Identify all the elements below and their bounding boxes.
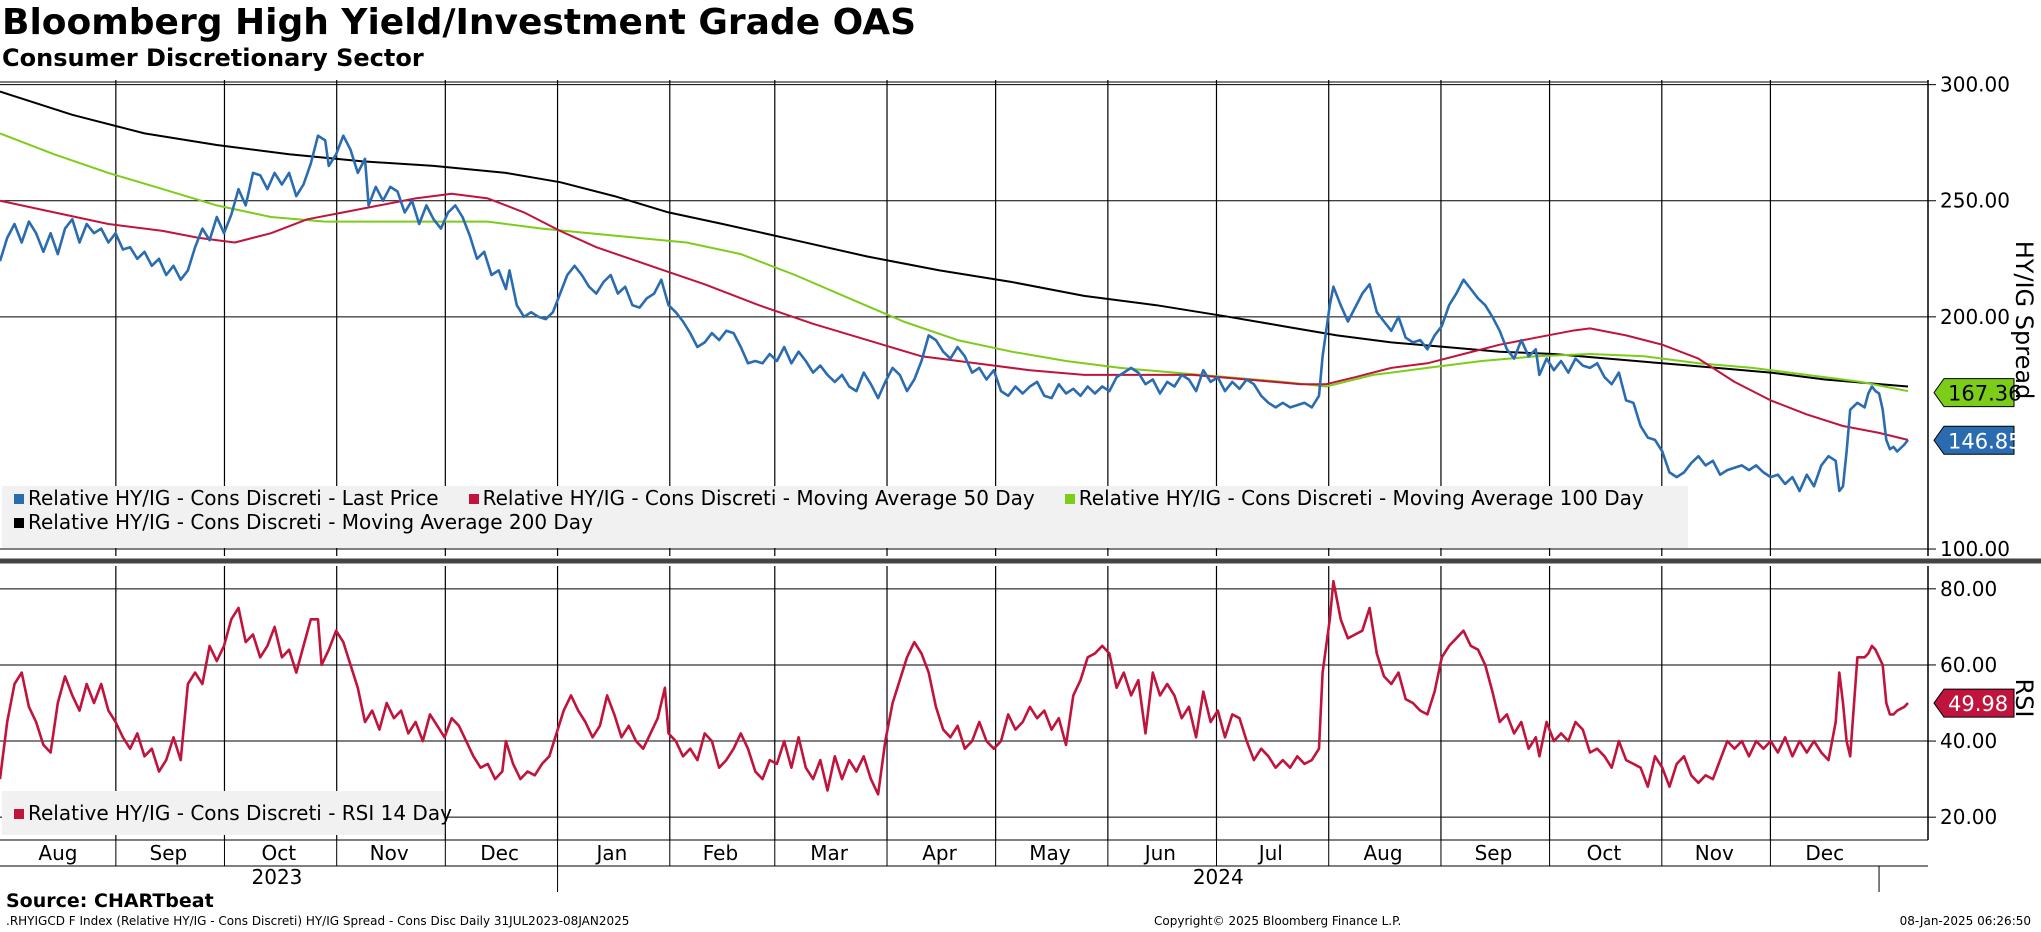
legend-top: Relative HY/IG - Cons Discreti - Last Pr… (2, 486, 1688, 548)
axis-layer: Aug Sep Oct Nov Dec Jan Feb Mar Apr May Jun Jul Aug S… (0, 73, 2041, 892)
legend-label: Relative HY/IG - Cons Discreti - Moving … (1078, 486, 1644, 510)
x-tick-label: Dec (1805, 841, 1844, 865)
y-axis-label-rsi: RSI (2010, 679, 2038, 718)
chart-title: Bloomberg High Yield/Investment Grade OA… (2, 2, 917, 43)
y-tick-label: 20.00 (1940, 805, 1997, 829)
legend-label: Relative HY/IG - Cons Discreti - RSI 14 … (28, 801, 452, 825)
x-tick-label: Jan (594, 841, 627, 865)
series-line (0, 132, 1909, 393)
y-axis-label-spread: HY/IG Spread (2010, 241, 2038, 400)
legend-item-rsi: Relative HY/IG - Cons Discreti - RSI 14 … (2, 791, 452, 835)
x-tick-label: Oct (1587, 841, 1622, 865)
legend-item-ma50: Relative HY/IG - Cons Discreti - Moving … (457, 486, 1035, 510)
x-tick-label: Jul (1257, 841, 1283, 865)
legend-item-ma200: Relative HY/IG - Cons Discreti - Moving … (2, 510, 593, 534)
legend-item-last-price: Relative HY/IG - Cons Discreti - Last Pr… (2, 486, 439, 510)
series-line (0, 134, 1910, 493)
x-tick-label: Sep (150, 841, 188, 865)
chart-subtitle: Consumer Discretionary Sector (2, 44, 424, 72)
y-tick-label: 200.00 (1940, 305, 2010, 329)
ticker-description: .RHYIGCD F Index (Relative HY/IG - Cons … (6, 914, 630, 928)
value-label: 167.36 (1948, 382, 2021, 406)
y-tick-label: 100.00 (1940, 537, 2010, 561)
legend-label: Relative HY/IG - Cons Discreti - Last Pr… (28, 486, 439, 510)
value-label-box (1933, 425, 2015, 455)
y-tick-label: 250.00 (1940, 189, 2010, 213)
x-tick-label: Dec (480, 841, 519, 865)
source-note: Source: CHARTbeat (6, 890, 214, 912)
legend-item-ma100: Relative HY/IG - Cons Discreti - Moving … (1053, 486, 1644, 510)
y-tick-label: 60.00 (1940, 653, 1997, 677)
grid-layer (0, 80, 1928, 840)
y-tick-label: 80.00 (1940, 577, 1997, 601)
series-layer (0, 90, 1910, 796)
copyright-note: Copyright© 2025 Bloomberg Finance L.P. (1154, 914, 1402, 928)
label-layer: 167.36 146.85 49.98 (1933, 378, 2021, 718)
x-tick-label: Nov (370, 841, 409, 865)
series-line (0, 579, 1909, 796)
legend-label: Relative HY/IG - Cons Discreti - Moving … (482, 486, 1035, 510)
x-year-label: 2023 (252, 865, 303, 889)
x-year-label: 2024 (1193, 865, 1244, 889)
timestamp: 08-Jan-2025 06:26:50 (1899, 914, 2031, 928)
x-tick-label: Mar (810, 841, 849, 865)
x-tick-label: Aug (1363, 841, 1402, 865)
x-tick-label: Apr (922, 841, 957, 865)
y-tick-label: 300.00 (1940, 73, 2010, 97)
y-tick-label: 40.00 (1940, 729, 1997, 753)
x-tick-label: Sep (1475, 841, 1513, 865)
value-label: 49.98 (1948, 692, 2008, 716)
x-tick-label: Feb (703, 841, 738, 865)
x-tick-label: Nov (1695, 841, 1734, 865)
value-label-box (1933, 378, 2015, 408)
legend-label: Relative HY/IG - Cons Discreti - Moving … (28, 510, 593, 534)
legend-bottom: Relative HY/IG - Cons Discreti - RSI 14 … (2, 791, 452, 835)
series-line (0, 192, 1909, 441)
x-tick-label: Aug (38, 841, 77, 865)
x-tick-label: Jun (1143, 841, 1176, 865)
value-label-box (1933, 688, 2015, 718)
x-tick-label: May (1029, 841, 1071, 865)
value-label: 146.85 (1948, 429, 2021, 453)
x-tick-label: Oct (261, 841, 296, 865)
series-line (0, 90, 1909, 388)
